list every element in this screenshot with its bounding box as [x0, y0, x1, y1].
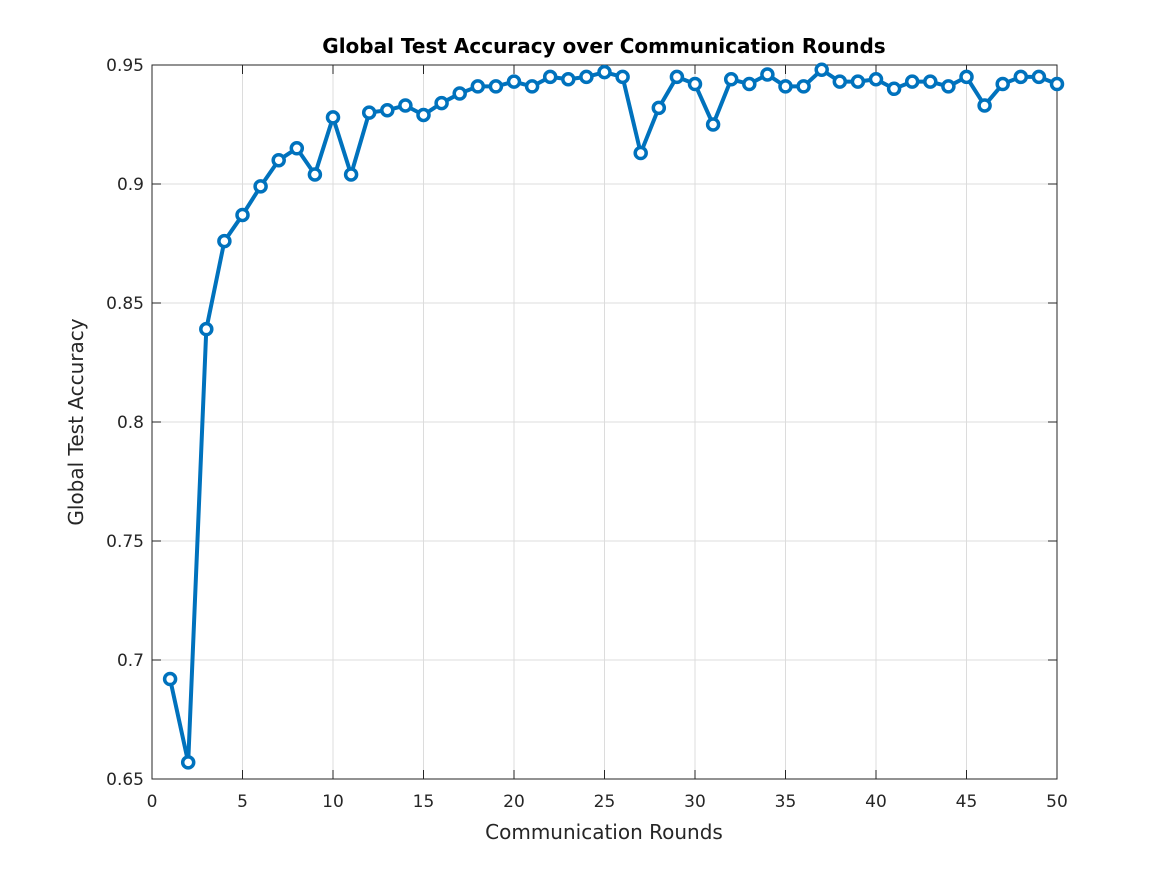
- data-point: [416, 107, 431, 123]
- x-tick-label: 30: [684, 792, 706, 812]
- x-tick-label: 15: [413, 792, 435, 812]
- data-point: [832, 74, 848, 89]
- y-tick-label: 0.7: [117, 651, 144, 671]
- x-tick-label: 0: [147, 792, 158, 812]
- data-point: [561, 72, 576, 87]
- data-point: [506, 74, 522, 89]
- x-tick-label: 40: [865, 792, 887, 812]
- data-point: [307, 167, 323, 182]
- data-point: [941, 79, 956, 94]
- grid: [152, 65, 1057, 779]
- tick-labels: 0 5 10 15 20 25 30 35 40 45 50 0.65 0.7 0.75 0.8 0.85 0.…: [106, 56, 1068, 812]
- data-point: [253, 179, 268, 194]
- data-point: [452, 86, 467, 101]
- y-tick-label: 0.8: [117, 413, 144, 433]
- x-tick-label: 5: [237, 792, 248, 812]
- x-tick-label: 20: [503, 792, 525, 812]
- data-point: [1049, 76, 1065, 92]
- data-point: [162, 671, 178, 687]
- y-tick-label: 0.75: [106, 532, 144, 552]
- data-point: [923, 74, 938, 89]
- data-point: [760, 67, 775, 82]
- x-tick-label: 45: [956, 792, 978, 812]
- x-tick-label: 10: [322, 792, 344, 812]
- data-point: [814, 62, 829, 78]
- data-point: [977, 98, 992, 113]
- data-point: [633, 145, 648, 161]
- data-point: [524, 79, 540, 94]
- data-point: [488, 79, 504, 94]
- y-tick-label: 0.9: [117, 175, 144, 195]
- data-point: [180, 755, 196, 770]
- data-point: [217, 233, 232, 249]
- series-layer: [162, 62, 1065, 770]
- data-point: [687, 76, 703, 92]
- data-point: [1031, 69, 1047, 85]
- data-point: [850, 74, 866, 89]
- data-point: [325, 110, 341, 125]
- data-point: [1013, 69, 1029, 85]
- data-point: [361, 105, 377, 120]
- data-point: [398, 98, 413, 113]
- data-point: [597, 64, 612, 80]
- data-point: [904, 74, 920, 89]
- data-point: [615, 69, 630, 85]
- data-point: [723, 72, 739, 87]
- data-point: [434, 95, 449, 111]
- series-line: [168, 67, 1059, 765]
- data-point: [868, 72, 884, 87]
- data-point: [796, 79, 811, 94]
- data-point: [669, 69, 685, 85]
- y-tick-label: 0.95: [106, 56, 144, 76]
- data-point: [651, 100, 667, 116]
- data-point: [742, 76, 757, 92]
- x-tick-label: 35: [775, 792, 797, 812]
- data-point: [959, 69, 974, 85]
- data-point: [199, 321, 214, 337]
- data-point: [271, 152, 286, 168]
- x-axis-label: Communication Rounds: [485, 820, 723, 844]
- data-point: [705, 117, 721, 132]
- data-point: [289, 141, 305, 156]
- data-point: [778, 79, 793, 94]
- data-point: [470, 79, 486, 94]
- x-tick-label: 25: [594, 792, 616, 812]
- data-point: [343, 167, 359, 182]
- data-point: [886, 81, 902, 97]
- y-axis-label: Global Test Accuracy: [64, 318, 88, 525]
- data-point: [579, 69, 594, 85]
- data-point: [235, 207, 250, 223]
- chart-title: Global Test Accuracy over Communication …: [322, 34, 885, 58]
- data-point: [995, 76, 1010, 92]
- data-point: [542, 69, 558, 85]
- y-tick-label: 0.85: [106, 294, 144, 314]
- data-point: [380, 102, 395, 118]
- y-tick-label: 0.65: [106, 770, 144, 790]
- x-tick-label: 50: [1046, 792, 1068, 812]
